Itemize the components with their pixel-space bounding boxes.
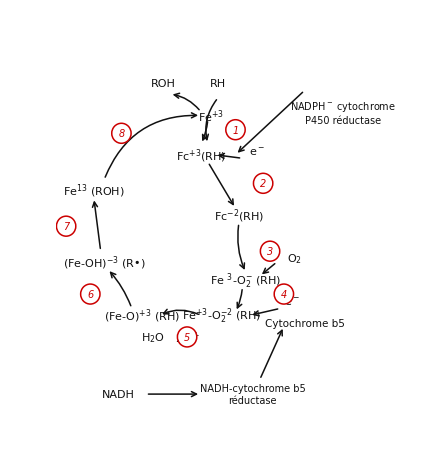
Circle shape <box>260 242 280 262</box>
Text: 2H$^+$: 2H$^+$ <box>175 330 199 345</box>
Text: O$_2$: O$_2$ <box>287 252 302 266</box>
Text: (Fe-O)$^{+3}$ (RH): (Fe-O)$^{+3}$ (RH) <box>104 307 180 325</box>
Text: 7: 7 <box>63 222 69 232</box>
Text: Fe $^{3}$-O$_2^{-}$ (RH): Fe $^{3}$-O$_2^{-}$ (RH) <box>210 270 281 290</box>
Circle shape <box>274 284 293 304</box>
Text: Fe$^{+3}$-O$_2^{-2}$ (RH): Fe$^{+3}$-O$_2^{-2}$ (RH) <box>182 306 261 325</box>
Text: 4: 4 <box>281 289 287 300</box>
Circle shape <box>253 174 273 194</box>
Text: 8: 8 <box>118 129 124 139</box>
Circle shape <box>57 217 76 237</box>
Text: NADPH$^-$ cytochrome
P450 réductase: NADPH$^-$ cytochrome P450 réductase <box>289 100 396 125</box>
Text: NADH: NADH <box>102 389 134 399</box>
Circle shape <box>112 124 131 144</box>
Text: e$^-$: e$^-$ <box>249 146 265 157</box>
Text: 1: 1 <box>232 125 239 135</box>
Text: 6: 6 <box>87 289 94 300</box>
Text: 2: 2 <box>260 179 266 189</box>
Text: e$^-$: e$^-$ <box>284 296 300 307</box>
Text: (Fe-OH)$^{-3}$ (R•): (Fe-OH)$^{-3}$ (R•) <box>63 254 145 271</box>
Text: Fe$^{13}$ (ROH): Fe$^{13}$ (ROH) <box>63 182 124 200</box>
Text: Fe$^{+3}$: Fe$^{+3}$ <box>198 108 224 125</box>
Text: ROH: ROH <box>150 79 175 89</box>
Text: Cytochrome b5: Cytochrome b5 <box>264 318 345 328</box>
Circle shape <box>81 284 100 304</box>
Circle shape <box>178 327 197 347</box>
Text: Fc$^{+3}$(RH): Fc$^{+3}$(RH) <box>176 147 226 164</box>
Text: 5: 5 <box>184 332 190 342</box>
Text: Fc$^{-2}$(RH): Fc$^{-2}$(RH) <box>214 207 264 225</box>
Text: H$_2$O: H$_2$O <box>140 330 165 344</box>
Text: 3: 3 <box>267 247 273 257</box>
Text: NADH-cytochrome b5
réductase: NADH-cytochrome b5 réductase <box>200 383 306 405</box>
Circle shape <box>226 120 245 140</box>
Text: RH: RH <box>210 79 226 89</box>
